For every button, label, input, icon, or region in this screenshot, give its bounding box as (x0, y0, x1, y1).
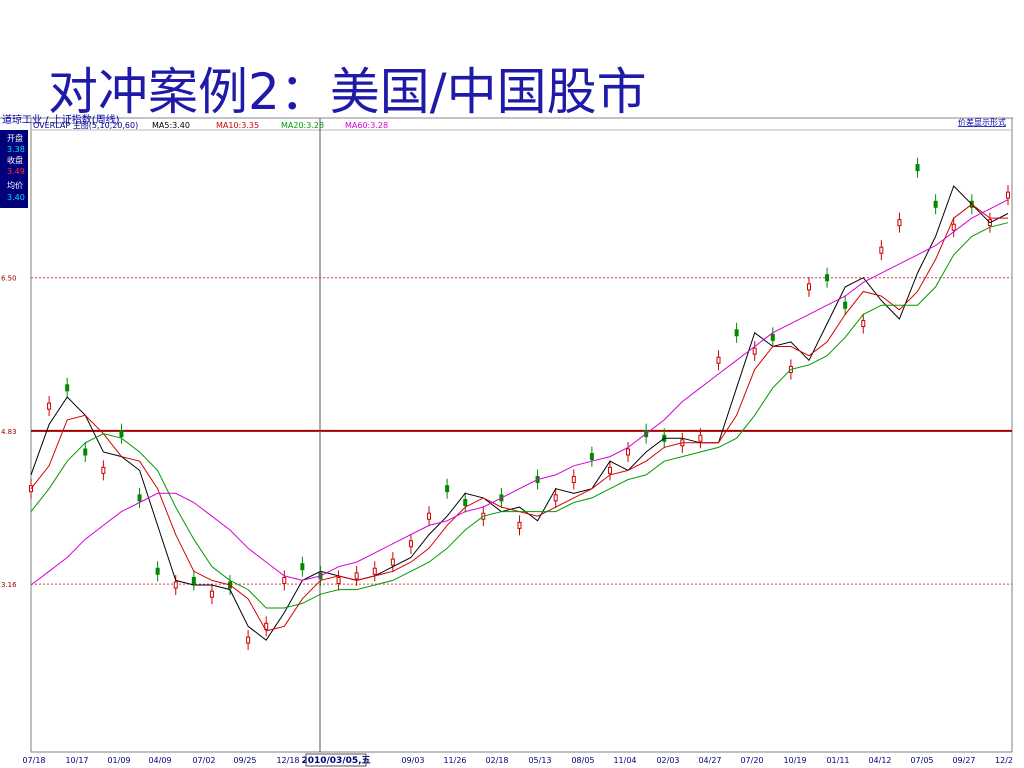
price-body (770, 333, 775, 341)
price-body (155, 567, 160, 575)
x-tick-label: 02/03 (656, 756, 679, 765)
price-body (408, 540, 413, 548)
price-body (264, 622, 269, 630)
price-body (463, 498, 468, 506)
price-body (47, 402, 52, 410)
x-tick-label: 02/18 (485, 756, 508, 765)
price-body (843, 301, 848, 309)
x-tick-label: 10/17 (65, 756, 88, 765)
price-body (734, 329, 739, 337)
price-body (29, 485, 33, 493)
price-body (698, 434, 703, 442)
price-body (933, 200, 938, 208)
y-axis-ticks: 6.50 4.83 3.16 (1, 275, 17, 589)
price-body (825, 274, 830, 282)
cursor-date-box (305, 753, 367, 767)
info-close-value: 3.49 (7, 167, 25, 176)
price-body (191, 576, 196, 584)
legend-item-ma5: MA5:3.40 (152, 121, 190, 130)
info-avg-value: 3.40 (7, 193, 25, 202)
price-body (445, 485, 450, 493)
info-close-label: 收盘 (7, 155, 23, 165)
x-tick-label: 07/02 (192, 756, 215, 765)
price-body (372, 567, 377, 575)
price-body (806, 283, 811, 291)
price-body (282, 576, 287, 584)
x-tick-label: 04/09 (148, 756, 171, 765)
x-tick-label: 12/2 (995, 756, 1013, 765)
x-tick-label: 07/05 (910, 756, 933, 765)
x-tick-label: 09/27 (952, 756, 975, 765)
series-line-ma20 (30, 222, 1009, 609)
price-body (879, 246, 884, 254)
price-body (119, 430, 124, 438)
slide-title: 对冲案例2：美国/中国股市 (48, 63, 647, 121)
price-body (83, 448, 88, 456)
info-avg-label: 均价 (7, 180, 23, 190)
price-body (1006, 191, 1010, 199)
price-body (101, 466, 106, 474)
price-body (571, 476, 576, 484)
price-body (517, 521, 522, 529)
y-tick-label: 3.16 (1, 581, 17, 589)
legend: OVERLAP 主图(5,10,20,60) MA5:3.40 MA10:3.3… (33, 120, 388, 130)
price-body (607, 466, 612, 474)
price-body (897, 219, 902, 227)
info-open-label: 开盘 (7, 133, 23, 143)
grid-layer (31, 277, 1012, 585)
y-tick-label: 4.83 (1, 428, 17, 436)
x-tick-label: 07/18 (22, 756, 45, 765)
price-body (589, 453, 594, 461)
legend-item-ma60: MA60:3.28 (345, 121, 388, 130)
x-tick-label: 08/05 (571, 756, 594, 765)
price-body (336, 576, 341, 584)
series-line-ma60 (30, 199, 1009, 586)
price-body (915, 164, 920, 172)
header-breadcrumb: 道琼工业 / 上证指数(周线) (2, 113, 120, 126)
x-tick-label: 01/11 (826, 756, 849, 765)
x-tick-label: 04/12 (868, 756, 891, 765)
price-body (752, 347, 757, 355)
info-open-value: 3.38 (7, 145, 25, 154)
x-tick-label: 09/25 (233, 756, 256, 765)
price-body (553, 494, 558, 502)
price-body (209, 590, 214, 598)
info-box: 开盘 3.38 收盘 3.49 均价 3.40 (0, 130, 28, 208)
x-tick-label: 01/09 (107, 756, 130, 765)
price-body (626, 448, 631, 456)
info-box-bg (0, 130, 28, 208)
price-body (300, 563, 305, 571)
price-body (427, 512, 432, 520)
x-tick-label: 07/20 (740, 756, 763, 765)
x-axis-ticks: 07/18 10/17 01/09 04/09 07/02 09/25 12/18 2010/… (22, 753, 1013, 767)
x-tick-label: 09/03 (401, 756, 424, 765)
price-body (137, 494, 142, 502)
price-body (951, 223, 956, 231)
price-body (65, 384, 70, 392)
x-tick-label: 11/26 (443, 756, 466, 765)
legend-item-overlap: OVERLAP 主图(5,10,20,60) (33, 120, 138, 130)
legend-item-ma20: MA20:3.28 (281, 121, 324, 130)
price-body (390, 558, 395, 566)
legend-item-ma10: MA10:3.35 (216, 121, 259, 130)
x-tick-label: 04/27 (698, 756, 721, 765)
plot-frame (30, 117, 1013, 753)
x-tick-label: 12/18 (276, 756, 299, 765)
price-body (173, 581, 178, 589)
price-body (246, 636, 251, 644)
price-body (716, 356, 721, 364)
x-tick-label: 11/04 (613, 756, 636, 765)
x-tick-label-cursor: 2010/03/05,五 (301, 755, 370, 766)
price-body (354, 572, 359, 580)
series-lines (30, 185, 1009, 641)
x-tick-label: 05/13 (528, 756, 551, 765)
y-tick-label: 6.50 (1, 275, 17, 283)
x-tick-label: 10/19 (783, 756, 806, 765)
header-link[interactable]: 价差显示形式 (958, 117, 1006, 127)
stock-chart: 道琼工业 / 上证指数(周线) 价差显示形式 OVERLAP 主图(5,10,2… (0, 113, 1013, 767)
price-body (861, 320, 866, 328)
series-line-ma5 (30, 185, 1009, 641)
